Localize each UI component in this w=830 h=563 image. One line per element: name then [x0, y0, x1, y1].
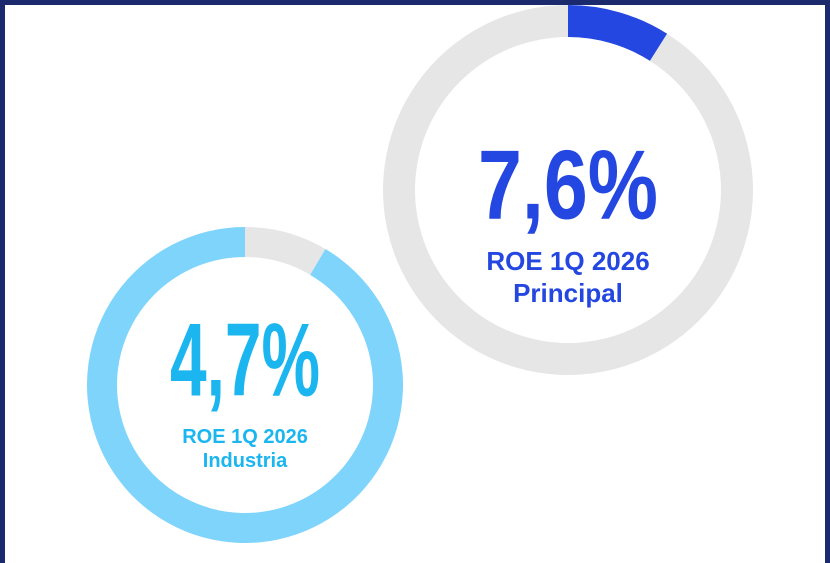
- donut-caption: ROE 1Q 2026: [182, 426, 308, 448]
- donut-segment: [245, 227, 326, 275]
- donut-caption: Industria: [203, 450, 288, 472]
- donut-value: 4,7%: [170, 302, 320, 418]
- donut-value: 7,6%: [478, 129, 658, 239]
- donut-caption: ROE 1Q 2026: [486, 246, 649, 276]
- donut-caption: Principal: [513, 278, 623, 308]
- donut-segment: [568, 5, 668, 61]
